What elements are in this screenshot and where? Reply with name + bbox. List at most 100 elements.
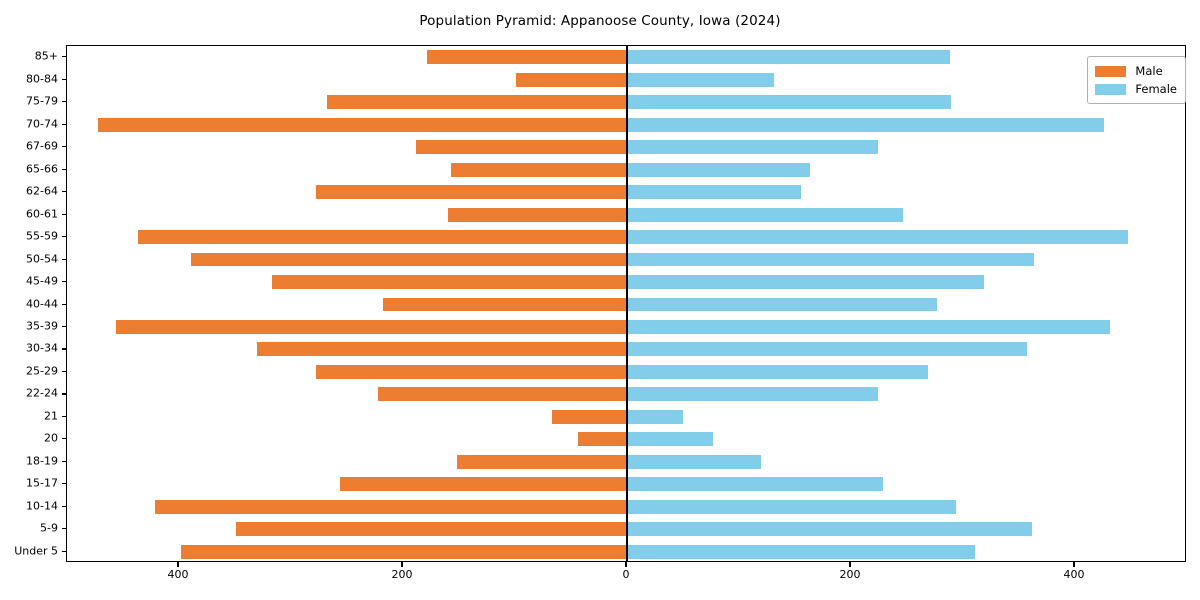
y-axis-tick-mark bbox=[62, 56, 66, 58]
bar-row bbox=[67, 364, 1185, 379]
x-axis-tick-mark bbox=[401, 562, 403, 567]
legend-entry-male[interactable]: Male bbox=[1095, 62, 1177, 80]
bar-row bbox=[67, 409, 1185, 424]
bar-female bbox=[627, 297, 938, 312]
x-axis-tick-mark bbox=[1073, 562, 1075, 567]
y-axis-tick-label: 70-74 bbox=[26, 117, 58, 131]
bar-row bbox=[67, 522, 1185, 537]
y-axis-tick-label: 21 bbox=[44, 409, 58, 423]
y-axis-tick-label: 10-14 bbox=[26, 499, 58, 513]
legend-swatch-icon bbox=[1095, 65, 1127, 77]
page-title: Population Pyramid: Appanoose County, Io… bbox=[419, 13, 781, 29]
bar-female bbox=[627, 252, 1034, 267]
y-axis-tick-label: 30-34 bbox=[26, 341, 58, 355]
bar-female bbox=[627, 432, 714, 447]
y-axis-tick-mark bbox=[62, 348, 66, 350]
y-axis-tick-mark bbox=[62, 303, 66, 305]
bar-female bbox=[627, 207, 903, 222]
bar-male bbox=[315, 185, 627, 200]
bar-row bbox=[67, 499, 1185, 514]
bar-male bbox=[451, 162, 627, 177]
bar-male bbox=[577, 432, 627, 447]
bar-female bbox=[627, 72, 774, 87]
bar-row bbox=[67, 50, 1185, 65]
y-axis-tick-mark bbox=[62, 236, 66, 238]
x-axis-tick-label: 400 bbox=[167, 568, 189, 581]
bar-female bbox=[627, 50, 950, 65]
y-axis-tick-label: 35-39 bbox=[26, 319, 58, 333]
bar-row bbox=[67, 95, 1185, 110]
bar-row bbox=[67, 454, 1185, 469]
bar-male bbox=[416, 140, 627, 155]
y-axis-tick-label: 45-49 bbox=[26, 274, 58, 288]
y-axis-tick-mark bbox=[62, 78, 66, 80]
legend-label: Male bbox=[1135, 64, 1163, 78]
y-axis-tick-mark bbox=[62, 191, 66, 193]
bar-female bbox=[627, 364, 929, 379]
y-axis-tick-mark bbox=[62, 213, 66, 215]
bar-male bbox=[382, 297, 627, 312]
x-axis-tick-mark bbox=[177, 562, 179, 567]
bar-female bbox=[627, 162, 810, 177]
y-axis-tick-label: 60-61 bbox=[26, 207, 58, 221]
bar-row bbox=[67, 72, 1185, 87]
bar-row bbox=[67, 140, 1185, 155]
y-axis-tick-label: 80-84 bbox=[26, 72, 58, 86]
bar-row bbox=[67, 477, 1185, 492]
bar-female bbox=[627, 230, 1128, 245]
y-axis-tick-mark bbox=[62, 438, 66, 440]
y-axis-tick-label: 75-79 bbox=[26, 94, 58, 108]
bar-female bbox=[627, 522, 1033, 537]
bars-layer bbox=[67, 46, 1185, 561]
bar-female bbox=[627, 544, 976, 559]
bar-male bbox=[315, 364, 627, 379]
bar-row bbox=[67, 342, 1185, 357]
bar-male bbox=[378, 387, 627, 402]
bar-male bbox=[456, 454, 627, 469]
y-axis-tick-label: 50-54 bbox=[26, 252, 58, 266]
zero-axis-line bbox=[626, 46, 628, 561]
x-axis-tick-mark bbox=[849, 562, 851, 567]
x-axis-tick-label: 200 bbox=[391, 568, 413, 581]
bar-row bbox=[67, 185, 1185, 200]
x-axis-tick-label: 400 bbox=[1063, 568, 1085, 581]
bar-male bbox=[116, 320, 627, 334]
y-axis-tick-label: 22-24 bbox=[26, 386, 58, 400]
bar-female bbox=[627, 477, 884, 492]
bar-male bbox=[326, 95, 627, 110]
x-axis-labels: 400 200 0 200 400 bbox=[66, 568, 1186, 588]
bar-female bbox=[627, 117, 1105, 132]
bar-female bbox=[627, 387, 878, 402]
x-axis-tick-mark bbox=[625, 562, 627, 567]
bar-row bbox=[67, 275, 1185, 289]
bar-row bbox=[67, 252, 1185, 267]
legend-swatch-icon bbox=[1095, 83, 1127, 95]
y-axis-tick-mark bbox=[62, 123, 66, 125]
bar-row bbox=[67, 320, 1185, 334]
bar-row bbox=[67, 544, 1185, 559]
y-axis-tick-label: 85+ bbox=[34, 49, 58, 63]
bar-male bbox=[181, 544, 627, 559]
bar-female bbox=[627, 499, 957, 514]
bar-row bbox=[67, 432, 1185, 447]
y-axis-tick-label: Under 5 bbox=[14, 544, 58, 558]
y-axis-tick-mark bbox=[62, 505, 66, 507]
y-axis-tick-label: 15-17 bbox=[26, 476, 58, 490]
x-axis-tick-label: 200 bbox=[839, 568, 861, 581]
y-axis-tick-mark bbox=[62, 550, 66, 552]
bar-row bbox=[67, 230, 1185, 245]
bar-male bbox=[137, 230, 627, 245]
bar-male bbox=[191, 252, 627, 267]
y-axis-tick-mark bbox=[62, 101, 66, 103]
bar-female bbox=[627, 275, 985, 289]
y-axis-tick-mark bbox=[62, 483, 66, 485]
legend-label: Female bbox=[1135, 82, 1177, 96]
y-axis-tick-mark bbox=[62, 370, 66, 373]
y-axis-tick-label: 18-19 bbox=[26, 454, 58, 468]
plot-area bbox=[66, 45, 1186, 562]
y-axis-tick-label: 67-69 bbox=[26, 139, 58, 153]
y-axis-tick-label: 62-64 bbox=[26, 184, 58, 198]
y-axis-ticks bbox=[58, 45, 66, 562]
legend-entry-female[interactable]: Female bbox=[1095, 80, 1177, 98]
